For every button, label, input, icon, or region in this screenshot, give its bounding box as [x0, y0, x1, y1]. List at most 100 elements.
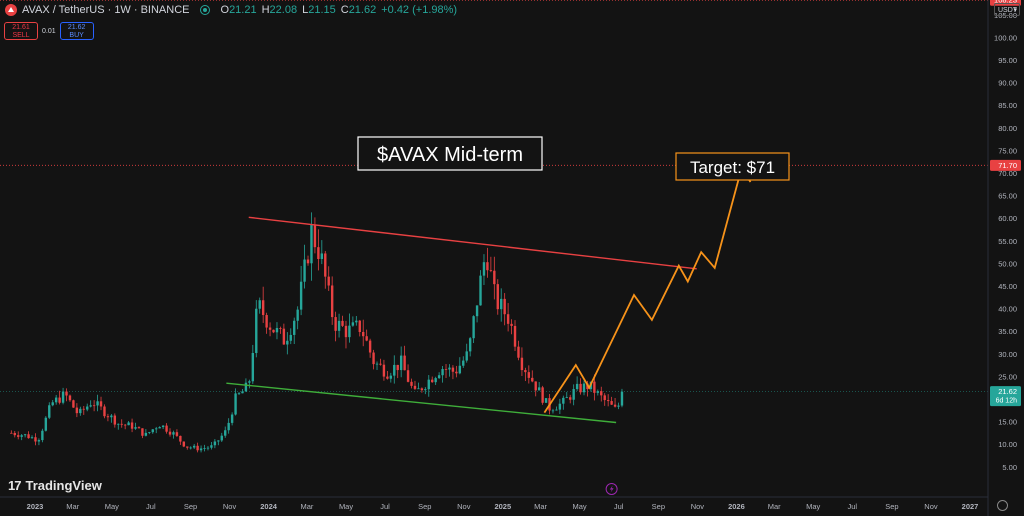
candle-body: [393, 364, 396, 376]
candle: [379, 358, 382, 366]
candle: [137, 426, 141, 429]
candle: [482, 254, 486, 286]
y-tick-label: 55.00: [998, 237, 1017, 246]
x-tick-label: Sep: [652, 502, 665, 511]
candle: [258, 297, 261, 314]
candle: [144, 429, 148, 437]
candle-body: [382, 364, 386, 377]
candle-body: [351, 322, 355, 326]
last-price-badge: 21.62 6d 12h: [990, 386, 1021, 407]
candle: [286, 332, 289, 355]
candle-body: [406, 370, 410, 382]
candle: [255, 300, 258, 358]
x-tick-label: 2025: [494, 502, 511, 511]
candle: [86, 403, 89, 412]
x-tick-label: Sep: [885, 502, 898, 511]
candle: [127, 421, 130, 426]
candle-body: [89, 405, 92, 407]
last-price-badge-bg: [990, 386, 1021, 407]
candle: [306, 255, 310, 266]
market-status-icon[interactable]: [199, 5, 210, 15]
candle: [123, 424, 127, 430]
candle: [82, 405, 85, 415]
candle-body: [496, 284, 499, 310]
candle: [465, 343, 468, 363]
y-tick-label: 75.00: [998, 146, 1017, 155]
candle: [10, 430, 13, 434]
avax-logo-icon: [5, 4, 17, 16]
candle: [413, 380, 417, 391]
candle: [337, 313, 341, 338]
candle-body: [579, 383, 582, 393]
candle-body: [455, 371, 458, 374]
candle: [172, 430, 175, 439]
candle: [20, 433, 23, 441]
candle: [210, 442, 213, 450]
candle: [206, 446, 210, 451]
candle: [261, 286, 265, 323]
candle: [289, 328, 292, 345]
candle-body: [237, 393, 241, 395]
sell-label: SELL: [12, 32, 30, 39]
candle: [420, 387, 424, 393]
candle: [606, 394, 610, 407]
candle-body: [17, 435, 20, 437]
candle: [334, 311, 337, 342]
candle-body: [389, 375, 393, 379]
candle-body: [182, 441, 186, 447]
candle: [113, 413, 117, 428]
lightning-bolt: [609, 485, 614, 493]
candle-body: [92, 405, 96, 407]
candle-body: [534, 381, 537, 391]
candlestick-series[interactable]: [10, 212, 624, 453]
candle: [510, 319, 513, 335]
x-tick-label: Jul: [146, 502, 156, 511]
last-price-badge-text: 21.62: [998, 387, 1017, 396]
y-tick-label: 35.00: [998, 327, 1017, 336]
candle-body: [289, 334, 292, 341]
candle: [489, 256, 493, 273]
candle: [192, 443, 196, 449]
candle-body: [572, 389, 575, 400]
candle-body: [510, 323, 513, 326]
candle: [37, 438, 41, 446]
y-tick-label: 100.00: [994, 33, 1017, 42]
x-tick-label: Jul: [614, 502, 624, 511]
candle-body: [482, 262, 486, 276]
high-label: H: [261, 4, 270, 16]
y-tick-label: 60.00: [998, 214, 1017, 223]
candle-body: [203, 448, 206, 449]
y-tick-label: 25.00: [998, 372, 1017, 381]
candle-body: [86, 406, 89, 410]
candle-body: [113, 415, 117, 425]
y-tick-label: 70.00: [998, 169, 1017, 178]
close-label: C: [340, 4, 349, 16]
candle-body: [396, 364, 399, 371]
candle: [431, 376, 434, 383]
candle-body: [192, 445, 196, 448]
y-tick-label: 40.00: [998, 305, 1017, 314]
candle: [427, 375, 430, 397]
drawings[interactable]: $AVAX Mid-term Target: $71: [226, 136, 790, 495]
candle-body: [368, 340, 372, 353]
tradingview-brand[interactable]: 17 TradingView: [8, 478, 102, 493]
buy-button[interactable]: 21.62 BUY: [59, 22, 94, 40]
candle: [89, 400, 92, 408]
sell-button[interactable]: 21.61 SELL: [4, 22, 38, 40]
candle-body: [54, 397, 58, 403]
title-text: $AVAX Mid-term: [377, 144, 523, 166]
candle: [579, 378, 582, 395]
candle: [562, 395, 565, 410]
candle-body: [313, 224, 317, 248]
candle-body: [265, 315, 268, 328]
settings-icon[interactable]: [997, 500, 1008, 511]
candle-body: [517, 346, 520, 358]
candle: [268, 322, 272, 337]
candle-body: [282, 328, 286, 345]
currency-selector[interactable]: USDT: [994, 3, 1020, 17]
candle: [517, 340, 520, 361]
candle-body: [417, 388, 420, 390]
symbol-title[interactable]: AVAX / TetherUS · 1W · BINANCE: [22, 4, 190, 16]
candle: [451, 365, 455, 380]
